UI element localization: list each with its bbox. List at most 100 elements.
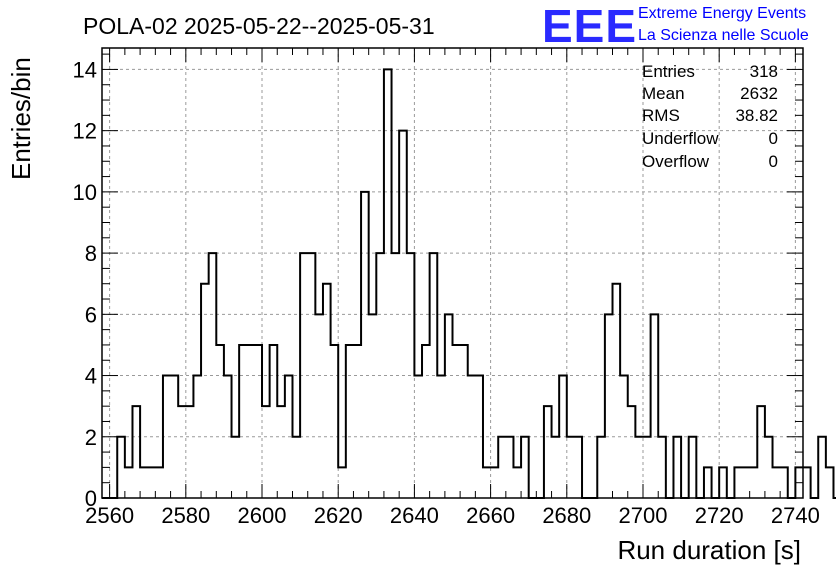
histogram-bin bbox=[193, 376, 201, 498]
histogram-bin bbox=[498, 437, 506, 498]
histogram-bin bbox=[308, 253, 316, 498]
histogram-bin bbox=[277, 406, 285, 498]
x-tick-label: 2560 bbox=[85, 503, 134, 528]
histogram-bin bbox=[178, 406, 186, 498]
histogram-bin bbox=[292, 437, 300, 498]
histogram-bin bbox=[620, 376, 628, 498]
histogram-bin bbox=[315, 314, 323, 498]
histogram-bin bbox=[574, 437, 582, 498]
stat-value-overflow: 0 bbox=[769, 152, 778, 171]
histogram-bin bbox=[704, 467, 712, 498]
y-tick-label: 2 bbox=[85, 425, 97, 450]
histogram-bin bbox=[361, 192, 369, 498]
stat-value-rms: 38.82 bbox=[735, 106, 778, 125]
histogram-bin bbox=[430, 253, 438, 498]
x-tick-label: 2740 bbox=[771, 503, 820, 528]
histogram-bin bbox=[209, 253, 217, 498]
logo-line-2: La Scienza nelle Scuole bbox=[638, 27, 809, 44]
histogram-bin bbox=[757, 406, 765, 498]
histogram-bin bbox=[605, 314, 613, 498]
histogram-bin bbox=[750, 467, 758, 498]
y-tick-label: 10 bbox=[73, 180, 97, 205]
y-tick-label: 8 bbox=[85, 241, 97, 266]
histogram-bin bbox=[742, 467, 750, 498]
histogram-bin bbox=[163, 376, 171, 498]
histogram-bin bbox=[635, 437, 643, 498]
x-tick-label: 2600 bbox=[238, 503, 287, 528]
histogram-bin bbox=[643, 437, 651, 498]
histogram-bin bbox=[491, 467, 499, 498]
histogram-bin bbox=[407, 253, 415, 498]
histogram-bin bbox=[125, 467, 133, 498]
y-tick-label: 0 bbox=[85, 486, 97, 511]
y-tick-label: 6 bbox=[85, 302, 97, 327]
histogram-bin bbox=[773, 467, 781, 498]
stat-value-underflow: 0 bbox=[769, 129, 778, 148]
histogram-bin bbox=[300, 253, 308, 498]
histogram-bin bbox=[468, 376, 476, 498]
histogram-bin bbox=[117, 437, 125, 498]
histogram-bin bbox=[392, 253, 400, 498]
histogram-bin bbox=[414, 376, 422, 498]
histogram-bin bbox=[597, 437, 605, 498]
histogram-bin bbox=[719, 467, 727, 498]
axis-ticks bbox=[102, 48, 803, 499]
x-tick-label: 2620 bbox=[314, 503, 363, 528]
histogram-bin bbox=[567, 437, 575, 498]
histogram-bin bbox=[475, 376, 483, 498]
histogram-bin bbox=[552, 437, 560, 498]
histogram-bin bbox=[216, 345, 224, 498]
histogram-bin bbox=[437, 376, 445, 498]
histogram-bin bbox=[285, 376, 293, 498]
y-tick-label: 12 bbox=[73, 119, 97, 144]
eee-logo-mark: EEE bbox=[542, 0, 637, 52]
stat-value-entries: 318 bbox=[750, 62, 778, 81]
x-tick-label: 2660 bbox=[466, 503, 515, 528]
histogram-bin bbox=[559, 376, 567, 498]
histogram-bin bbox=[445, 314, 453, 498]
histogram-bin bbox=[734, 467, 742, 498]
histogram-bin bbox=[384, 69, 392, 498]
histogram-bin bbox=[422, 345, 430, 498]
x-tick-label: 2720 bbox=[695, 503, 744, 528]
histogram-bin bbox=[247, 345, 255, 498]
histogram-bin bbox=[803, 467, 811, 498]
histogram-bin bbox=[613, 284, 621, 498]
x-tick-labels: 2560 2580 2600 2620 2640 2660 2680 2700 2720 2740 bbox=[85, 503, 820, 528]
histogram-bin bbox=[376, 253, 384, 498]
logo-line-1: Extreme Energy Events bbox=[638, 5, 806, 22]
x-axis-title: Run duration [s] bbox=[617, 535, 801, 565]
y-tick-label: 4 bbox=[85, 364, 97, 389]
histogram-bin bbox=[140, 467, 148, 498]
histogram-bin bbox=[765, 437, 773, 498]
x-tick-label: 2580 bbox=[161, 503, 210, 528]
stat-label-mean: Mean bbox=[642, 84, 685, 103]
histogram-bin bbox=[818, 437, 826, 498]
histogram-bin bbox=[460, 345, 468, 498]
histogram-bin bbox=[826, 467, 834, 498]
stat-label-entries: Entries bbox=[642, 62, 695, 81]
histogram-bin bbox=[780, 467, 788, 498]
y-axis-title: Entries/bin bbox=[6, 57, 36, 180]
y-tick-label: 14 bbox=[73, 57, 97, 82]
histogram-bin bbox=[270, 345, 278, 498]
histogram-bin bbox=[331, 345, 339, 498]
y-tick-labels: 0 2 4 6 8 10 12 14 bbox=[73, 57, 97, 511]
histogram-bin bbox=[483, 467, 491, 498]
x-tick-label: 2700 bbox=[619, 503, 668, 528]
stat-label-overflow: Overflow bbox=[642, 152, 710, 171]
histogram-bin bbox=[353, 345, 361, 498]
histogram-bin bbox=[239, 345, 247, 498]
histogram-bin bbox=[201, 284, 209, 498]
histogram-bin bbox=[369, 314, 377, 498]
histogram-bin bbox=[148, 467, 156, 498]
histogram-bin bbox=[224, 376, 232, 498]
histogram-bin bbox=[346, 345, 354, 498]
histogram-bin bbox=[338, 467, 346, 498]
histogram-bin bbox=[399, 131, 407, 498]
stat-value-mean: 2632 bbox=[740, 84, 778, 103]
histogram-bin bbox=[262, 406, 270, 498]
histogram-series bbox=[102, 68, 836, 499]
chart-title: POLA-02 2025-05-22--2025-05-31 bbox=[83, 13, 435, 39]
